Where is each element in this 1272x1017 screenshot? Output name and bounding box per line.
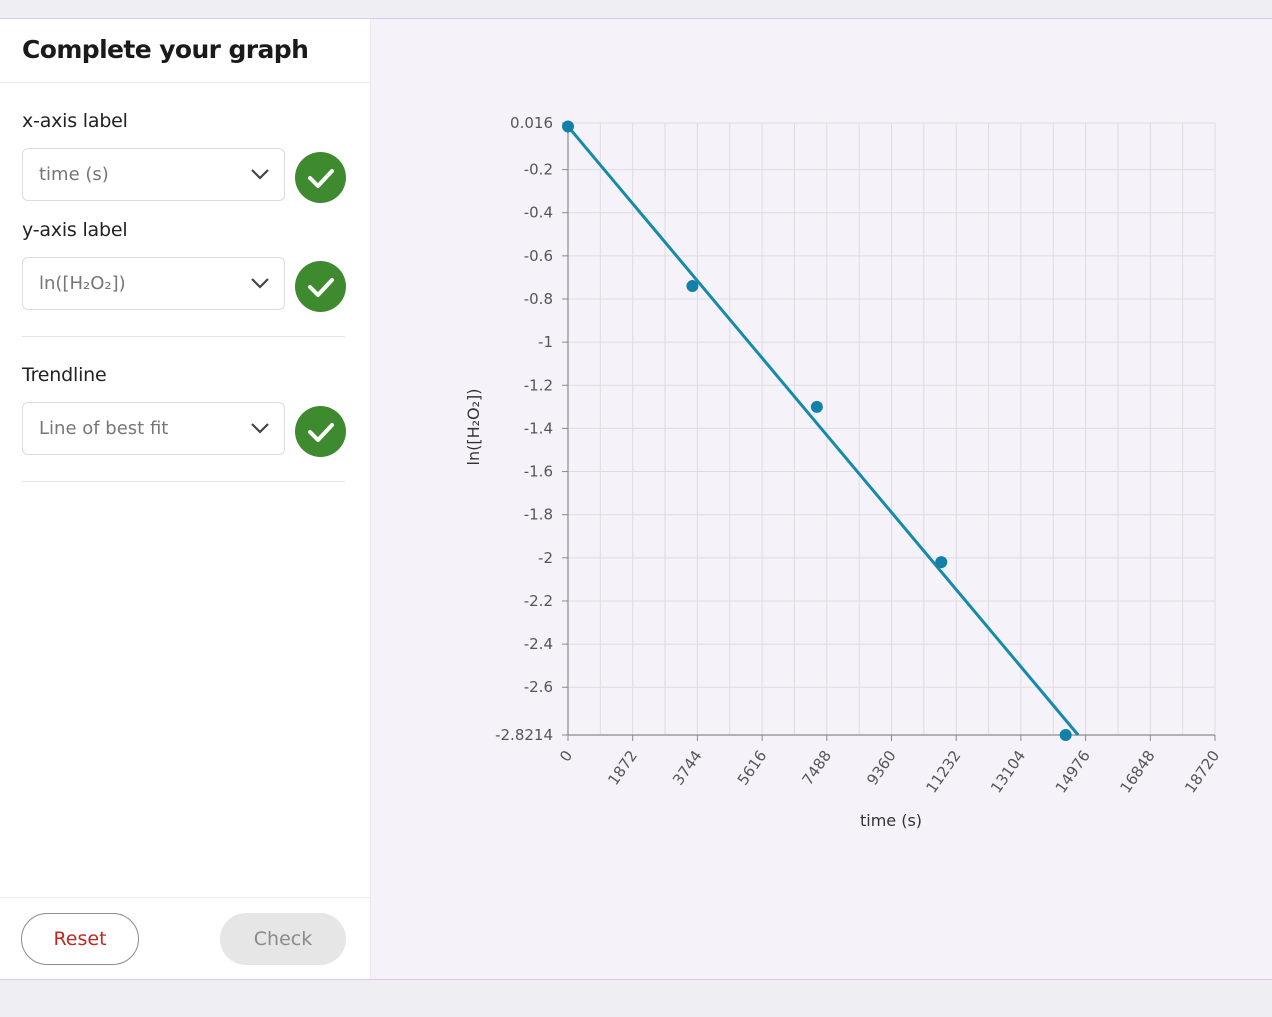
y-tick-label: -0.4	[524, 204, 553, 222]
chevron-down-icon	[251, 169, 269, 180]
x-axis-label-select[interactable]: time (s)	[22, 148, 285, 201]
x-tick-label: 5616	[734, 747, 771, 789]
chevron-down-icon	[251, 278, 269, 289]
y-tick-label: -1.6	[524, 463, 553, 481]
x-axis-label-value: time (s)	[39, 164, 109, 185]
x-tick-label: 11232	[922, 747, 964, 796]
data-point	[1059, 729, 1072, 741]
data-series	[562, 120, 1080, 741]
x-tick-label: 3744	[669, 747, 706, 789]
y-tick-label: -0.8	[524, 290, 553, 308]
x-tick-label: 9360	[863, 747, 900, 789]
x-axis-label-heading: x-axis label	[22, 110, 128, 132]
x-tick-label: 0	[556, 747, 576, 765]
panel-title: Complete your graph	[22, 35, 309, 64]
y-tick-label: -1.8	[524, 506, 553, 524]
data-point	[562, 120, 574, 133]
y-axis-label-value: ln([H₂O₂])	[39, 273, 126, 294]
y-axis-title: ln([H₂O₂])	[464, 388, 483, 465]
divider	[0, 82, 370, 83]
y-tick-label: -1.4	[524, 419, 553, 437]
y-tick-label: -2.8214	[495, 726, 553, 744]
y-tick-label: -0.6	[524, 247, 553, 265]
divider	[22, 336, 345, 337]
y-tick-label: -2	[538, 549, 553, 567]
y-tick-label: -2.6	[524, 678, 553, 696]
trendline	[566, 125, 1080, 736]
data-point	[810, 400, 823, 413]
y-axis-ticks: 0.016 -0.2 -0.4 -0.6 -0.8 -1 -1.2 -1.4 -1.6 -1.8 -…	[495, 114, 568, 744]
chevron-down-icon	[251, 423, 269, 434]
y-tick-label: -2.2	[524, 592, 553, 610]
data-point	[686, 280, 699, 293]
trendline-select[interactable]: Line of best fit	[22, 402, 285, 455]
app-frame: Complete your graph x-axis label time (s…	[0, 18, 1272, 980]
x-axis-correct-check-icon	[295, 152, 346, 203]
x-tick-label: 18720	[1181, 747, 1223, 796]
x-tick-label: 16848	[1116, 747, 1158, 796]
data-point	[935, 556, 948, 569]
graph-settings-panel: Complete your graph x-axis label time (s…	[0, 19, 371, 979]
trendline-value: Line of best fit	[39, 418, 169, 439]
graph-chart: 0.016 -0.2 -0.4 -0.6 -0.8 -1 -1.2 -1.4 -1.6 -1.8 -…	[464, 114, 1223, 830]
footer-divider	[0, 897, 370, 898]
x-tick-label: 7488	[798, 747, 835, 789]
check-button[interactable]: Check	[220, 913, 346, 965]
x-tick-label: 1872	[604, 747, 641, 789]
y-tick-label: 0.016	[510, 114, 553, 132]
divider	[22, 481, 345, 482]
y-tick-label: -0.2	[524, 161, 553, 179]
y-axis-label-select[interactable]: ln([H₂O₂])	[22, 257, 285, 310]
trendline-correct-check-icon	[295, 406, 346, 457]
reset-button[interactable]: Reset	[21, 913, 139, 965]
y-tick-label: -2.4	[524, 635, 553, 653]
y-axis-label-heading: y-axis label	[22, 219, 128, 241]
x-axis-ticks: 0 1872 3744 5616 7488 9360 11232 13104 14976 1684…	[556, 735, 1223, 796]
y-tick-label: -1	[538, 333, 553, 351]
x-tick-label: 14976	[1052, 747, 1094, 796]
x-axis-title: time (s)	[860, 811, 922, 830]
grid	[567, 122, 1216, 736]
y-axis-correct-check-icon	[295, 261, 346, 312]
x-tick-label: 13104	[987, 747, 1029, 796]
y-tick-label: -1.2	[524, 376, 553, 394]
trendline-heading: Trendline	[22, 364, 107, 386]
